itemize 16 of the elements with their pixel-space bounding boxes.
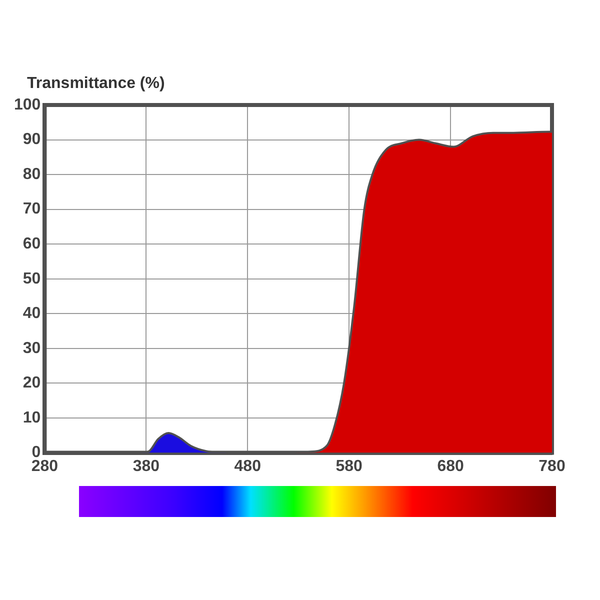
y-tick-label: 60 <box>22 236 41 253</box>
x-tick-label: 480 <box>234 458 262 475</box>
y-tick-label: 50 <box>22 270 41 288</box>
y-tick-label: 30 <box>22 340 41 357</box>
y-tick-label: 90 <box>22 131 41 148</box>
y-tick-label: 40 <box>22 305 41 322</box>
x-tick-label: 780 <box>538 458 566 475</box>
y-tick-label: 10 <box>22 409 41 426</box>
y-tick-label: 70 <box>22 200 41 218</box>
x-tick-label: 380 <box>132 458 160 475</box>
x-tick-label: 680 <box>437 458 464 475</box>
y-tick-label: 80 <box>22 166 41 183</box>
y-axis-title: Transmittance (%) <box>27 75 165 92</box>
x-tick-label: 580 <box>336 458 363 475</box>
y-tick-label: 100 <box>14 96 41 114</box>
y-tick-label: 20 <box>22 374 41 392</box>
